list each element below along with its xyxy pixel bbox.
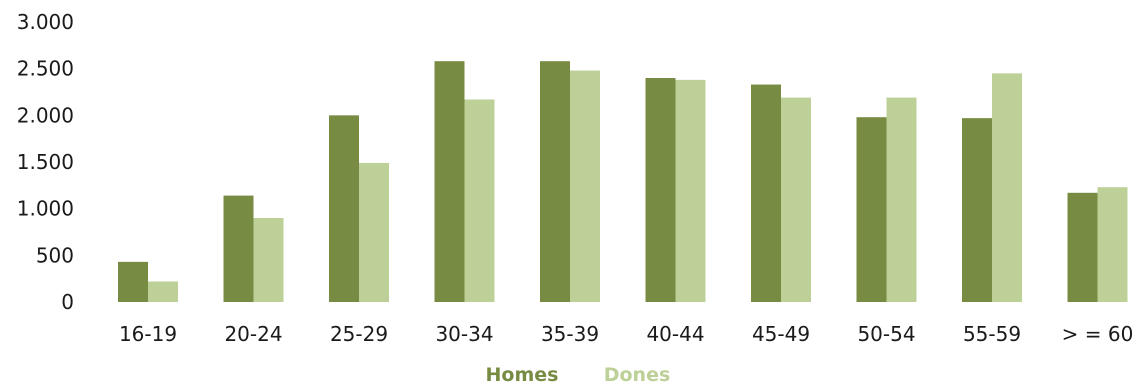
y-tick-label: 2.000 bbox=[17, 103, 74, 127]
bar-dones-6 bbox=[781, 97, 811, 302]
x-tick-label: 20-24 bbox=[224, 322, 282, 346]
bar-homes-4 bbox=[540, 61, 570, 303]
bar-dones-8 bbox=[992, 73, 1022, 302]
y-axis: 0 500 1.000 1.500 2.000 2.500 3.000 bbox=[17, 10, 74, 314]
bar-dones-0 bbox=[148, 281, 178, 302]
bar-homes-2 bbox=[329, 115, 359, 302]
bars bbox=[118, 61, 1128, 303]
bar-homes-5 bbox=[645, 78, 676, 302]
x-tick-label: 40-44 bbox=[646, 322, 704, 346]
y-tick-label: 1.000 bbox=[17, 197, 74, 221]
x-tick-label: 50-54 bbox=[857, 322, 915, 346]
x-tick-label: 35-39 bbox=[541, 322, 599, 346]
legend-item-dones: Dones bbox=[604, 364, 671, 386]
bar-dones-4 bbox=[570, 70, 600, 303]
bar-homes-1 bbox=[223, 195, 254, 302]
bar-dones-1 bbox=[253, 218, 284, 302]
legend: Homes Dones bbox=[486, 364, 671, 386]
x-tick-label: 16-19 bbox=[119, 322, 177, 346]
x-tick-label: 55-59 bbox=[963, 322, 1021, 346]
legend-item-homes: Homes bbox=[486, 364, 559, 386]
y-tick-label: 2.500 bbox=[17, 57, 74, 81]
y-tick-label: 0 bbox=[61, 290, 74, 314]
x-tick-label: 30-34 bbox=[435, 322, 493, 346]
bar-dones-7 bbox=[886, 97, 917, 302]
bar-homes-6 bbox=[751, 84, 781, 303]
y-tick-label: 1.500 bbox=[17, 150, 74, 174]
bar-homes-0 bbox=[118, 261, 148, 302]
bar-dones-3 bbox=[464, 99, 495, 302]
y-tick-label: 500 bbox=[36, 243, 74, 267]
bar-homes-7 bbox=[856, 117, 887, 302]
x-tick-label: 25-29 bbox=[330, 322, 388, 346]
x-tick-label: 45-49 bbox=[752, 322, 810, 346]
bar-homes-9 bbox=[1067, 192, 1098, 302]
bar-dones-2 bbox=[359, 162, 389, 302]
bar-dones-9 bbox=[1097, 187, 1128, 302]
x-axis: 16-19 20-24 25-29 30-34 35-39 40-44 45-49 50-54… bbox=[119, 322, 1133, 346]
y-tick-label: 3.000 bbox=[17, 10, 74, 34]
bar-homes-8 bbox=[962, 118, 992, 302]
bar-homes-3 bbox=[434, 61, 465, 303]
bar-dones-5 bbox=[675, 79, 706, 302]
x-tick-label: > = 60 bbox=[1062, 322, 1134, 346]
